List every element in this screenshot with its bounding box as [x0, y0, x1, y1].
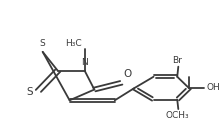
Text: OCH₃: OCH₃	[165, 111, 189, 120]
Text: N: N	[81, 58, 88, 67]
Text: Br: Br	[172, 56, 182, 65]
Text: OH: OH	[207, 83, 221, 92]
Text: S: S	[26, 86, 33, 97]
Text: S: S	[40, 39, 45, 48]
Text: H₃C: H₃C	[65, 39, 82, 48]
Text: O: O	[123, 69, 131, 79]
